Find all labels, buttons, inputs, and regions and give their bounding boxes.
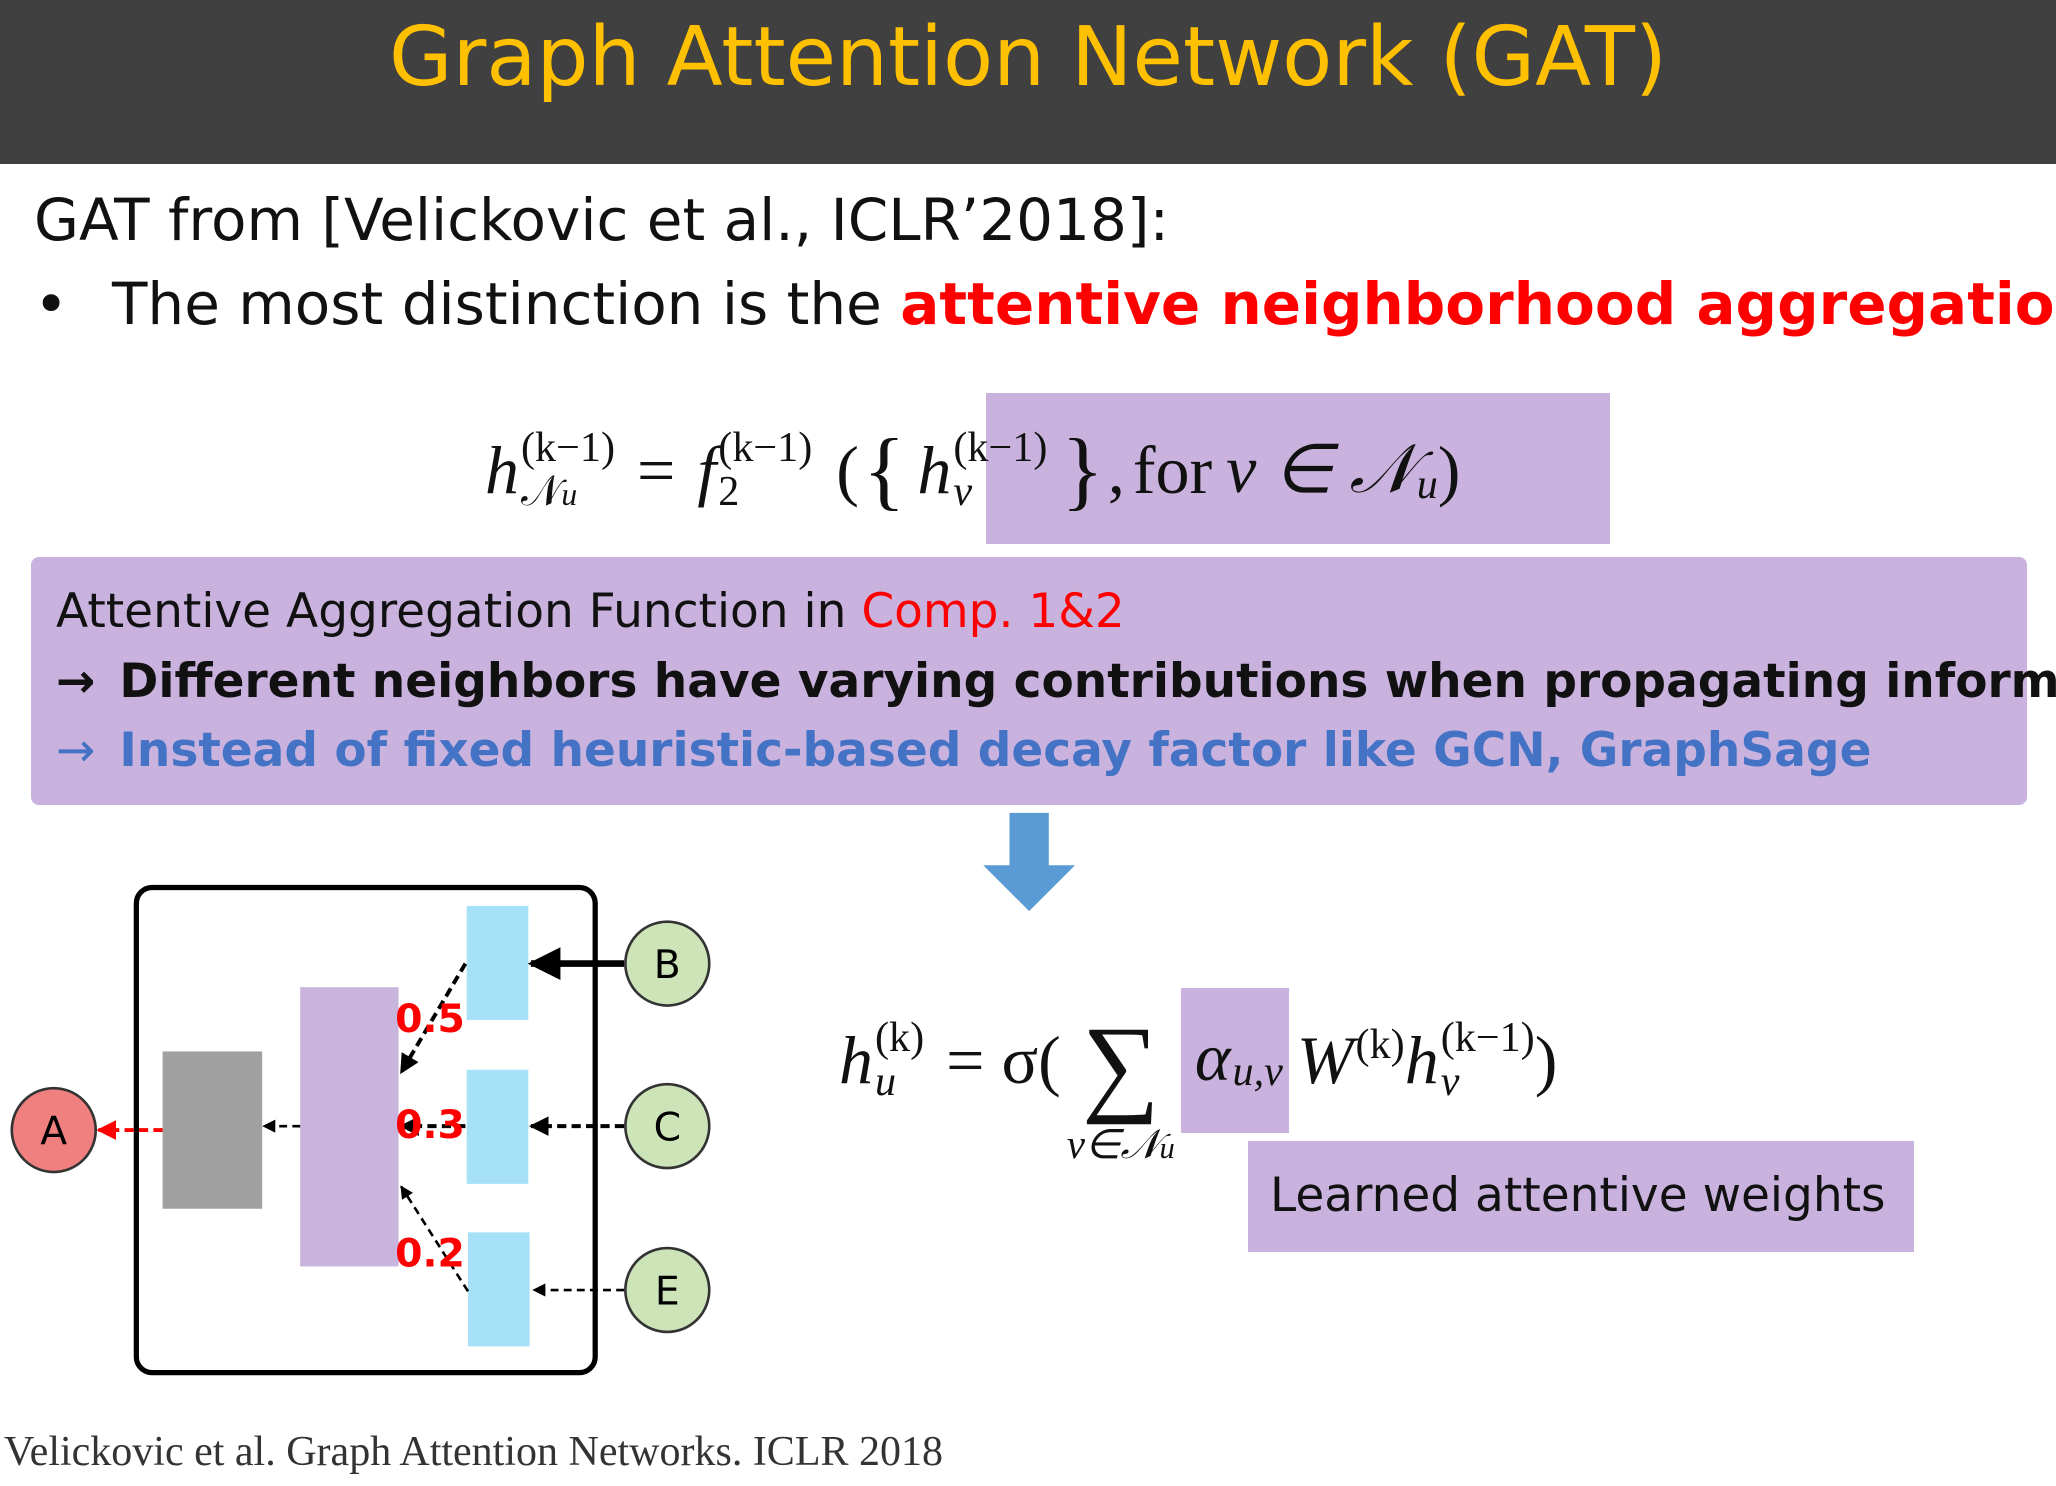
bullet: • <box>34 270 69 338</box>
sum: ∑ <box>1082 1004 1160 1126</box>
footer-citation: Velickovic et al. Graph Attention Networ… <box>4 1429 943 1475</box>
sup-sub: (k−1) v <box>1440 1013 1535 1105</box>
node <box>624 1246 711 1334</box>
sub: v∈𝒩 <box>1066 1121 1160 1167</box>
equation-2: h (k) u = σ( ∑ v∈𝒩u α u,v W (k) h (k−1) v … <box>839 960 1558 1167</box>
frame <box>133 884 598 1376</box>
arrow: → <box>56 723 96 778</box>
node-label: A <box>40 1110 67 1155</box>
sup-sub: (k−1) 2 <box>718 423 813 515</box>
box-text: Attentive Aggregation Function in <box>56 584 862 639</box>
note-text: Learned attentive weights <box>1270 1168 1886 1223</box>
edge <box>400 1185 470 1293</box>
sum-sub: v∈𝒩u <box>1067 1120 1175 1169</box>
sup-sub: (k) u <box>875 1013 925 1105</box>
alpha-highlight: α u,v <box>1180 987 1289 1133</box>
sub: 2 <box>718 468 740 515</box>
symbol: α <box>1194 1018 1231 1095</box>
operator: = σ( <box>946 1021 1061 1098</box>
box-line-1: Attentive Aggregation Function in Comp. … <box>56 584 1125 639</box>
brace: { <box>862 421 906 519</box>
slide-title: Graph Attention Network (GAT) <box>389 10 1667 105</box>
node <box>10 1086 98 1174</box>
sub: u,v <box>1232 1047 1283 1095</box>
down-arrow <box>983 812 1076 912</box>
node-label: C <box>654 1106 681 1151</box>
node <box>624 1082 711 1170</box>
symbol: h <box>485 431 519 508</box>
symbol: h <box>839 1021 873 1098</box>
node <box>624 920 711 1007</box>
equation-1: h (k−1) 𝒩u = f (k−1) 2 ( { h (k−1) v } , fo… <box>485 400 1460 540</box>
symbol: h <box>917 431 952 508</box>
bullet-line: The most distinction is the attentive ne… <box>112 270 2056 338</box>
box-line-3: → Instead of fixed heuristic-based decay … <box>56 723 1871 778</box>
blue-block <box>466 1069 529 1184</box>
info-box <box>31 557 2027 805</box>
arrow: → <box>56 654 96 709</box>
intro-line: GAT from [Velickovic et al., ICLR’2018]: <box>34 186 1170 254</box>
word: for <box>1132 431 1213 508</box>
sup: (k−1) <box>718 423 813 471</box>
sup: (k−1) <box>521 423 616 471</box>
blue-block <box>468 1232 530 1347</box>
box-text: Instead of fixed heuristic-based decay f… <box>119 723 1872 778</box>
bullet-text: The most distinction is the <box>112 270 901 338</box>
box-red: Comp. 1&2 <box>861 584 1125 639</box>
sub-sub: u <box>561 477 578 512</box>
sub: u <box>875 1058 897 1105</box>
sup: (k) <box>1355 1020 1405 1097</box>
purple-block <box>300 987 399 1267</box>
sup: (k−1) <box>953 423 1048 471</box>
paren: ( <box>836 431 859 508</box>
symbol: h <box>1404 1021 1439 1098</box>
node-label: E <box>655 1269 680 1314</box>
sub: v <box>1440 1058 1460 1105</box>
sup: (k−1) <box>1440 1013 1535 1061</box>
header-bar <box>0 0 2056 164</box>
sub: u,v <box>1233 1020 1283 1094</box>
weight-label: 0.3 <box>395 1103 465 1148</box>
weight-label: 0.5 <box>395 997 465 1042</box>
set: v ∈ 𝒩 <box>1226 431 1415 507</box>
edge <box>399 962 468 1075</box>
weight-label: 0.2 <box>395 1231 465 1276</box>
box-line-2: → Different neighbors have varying contri… <box>56 654 2056 709</box>
comma: , <box>1107 431 1125 508</box>
symbol: W <box>1296 1021 1354 1098</box>
operator: = <box>637 431 676 508</box>
sub: u <box>1416 460 1438 508</box>
sup-sub: (k−1) v <box>953 423 1048 515</box>
blue-block <box>466 905 529 1020</box>
paren: ) <box>1437 431 1461 508</box>
sup: (k) <box>875 1013 925 1061</box>
highlight-text: attentive neighborhood aggregation <box>900 270 2056 338</box>
brace: } <box>1061 421 1104 519</box>
sub: u <box>1417 433 1438 507</box>
sub: 𝒩 <box>521 468 562 515</box>
sub: v <box>953 468 973 515</box>
formula-highlight <box>986 393 1610 544</box>
symbol: f <box>697 431 717 508</box>
gray-block <box>162 1051 263 1209</box>
sup-sub: (k−1) 𝒩u <box>521 423 616 515</box>
paren: ) <box>1534 1021 1558 1098</box>
sup: (k) <box>1355 1020 1405 1068</box>
sum-group: ∑ v∈𝒩u <box>1067 1004 1175 1169</box>
box-text: Different neighbors have varying contrib… <box>119 654 2056 709</box>
note-box <box>1248 1141 1914 1252</box>
node-label: B <box>654 943 681 988</box>
sub: 𝒩u <box>521 468 615 515</box>
sub-sub: u <box>1159 1130 1175 1165</box>
